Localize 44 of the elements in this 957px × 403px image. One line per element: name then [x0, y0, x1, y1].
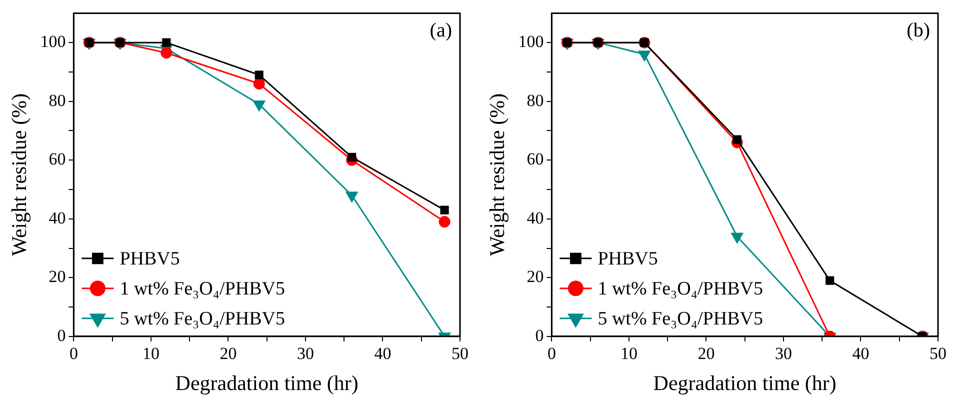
y-tick-label: 0 [535, 326, 544, 345]
x-tick-label: 50 [930, 344, 946, 364]
point [440, 206, 449, 214]
point [732, 135, 742, 144]
legend-label: PHBV5 [598, 248, 658, 270]
legend-label: 1 wt% Fe₃O₄/PHBV5 [120, 278, 285, 300]
legend-label: PHBV5 [120, 248, 180, 270]
y-axis-title: Weight residue (%) [7, 93, 32, 256]
x-tick-label: 30 [296, 344, 314, 364]
y-tick-label: 60 [48, 150, 66, 169]
x-axis-title: Degradation time (hr) [175, 370, 358, 395]
y-tick-label: 80 [48, 90, 66, 110]
x-tick-label: 0 [69, 344, 78, 364]
y-tick-label: 100 [40, 32, 66, 52]
point [162, 38, 171, 47]
x-tick-label: 50 [452, 344, 468, 364]
point [438, 216, 450, 228]
x-tick-label: 30 [774, 344, 792, 364]
legend-label: 5 wt% Fe₃O₄/PHBV5 [598, 308, 763, 330]
x-tick-label: 20 [220, 344, 237, 364]
annotation: (a) [430, 19, 452, 42]
x-axis-title: Degradation time (hr) [653, 370, 836, 395]
y-tick-label: 100 [518, 32, 544, 52]
y-axis-title: Weight residue (%) [485, 93, 510, 256]
y-tick-label: 60 [526, 150, 544, 169]
x-tick-label: 10 [142, 344, 160, 364]
point [160, 47, 172, 59]
y-tick-label: 20 [526, 267, 544, 286]
x-tick-label: 40 [852, 344, 870, 364]
annotation: (b) [906, 19, 930, 42]
point [254, 70, 264, 80]
y-tick-label: 40 [48, 208, 66, 228]
x-tick-label: 0 [547, 344, 556, 364]
y-tick-label: 80 [526, 90, 544, 110]
legend-label: 5 wt% Fe₃O₄/PHBV5 [120, 308, 285, 330]
x-tick-label: 40 [374, 344, 392, 364]
y-tick-label: 40 [526, 208, 544, 228]
point [348, 152, 356, 162]
y-tick-label: 0 [57, 326, 66, 345]
x-tick-label: 20 [698, 344, 715, 364]
y-tick-label: 20 [48, 267, 66, 286]
point [253, 78, 265, 90]
x-tick-label: 10 [620, 344, 638, 364]
legend-label: 1 wt% Fe₃O₄/PHBV5 [598, 278, 763, 300]
